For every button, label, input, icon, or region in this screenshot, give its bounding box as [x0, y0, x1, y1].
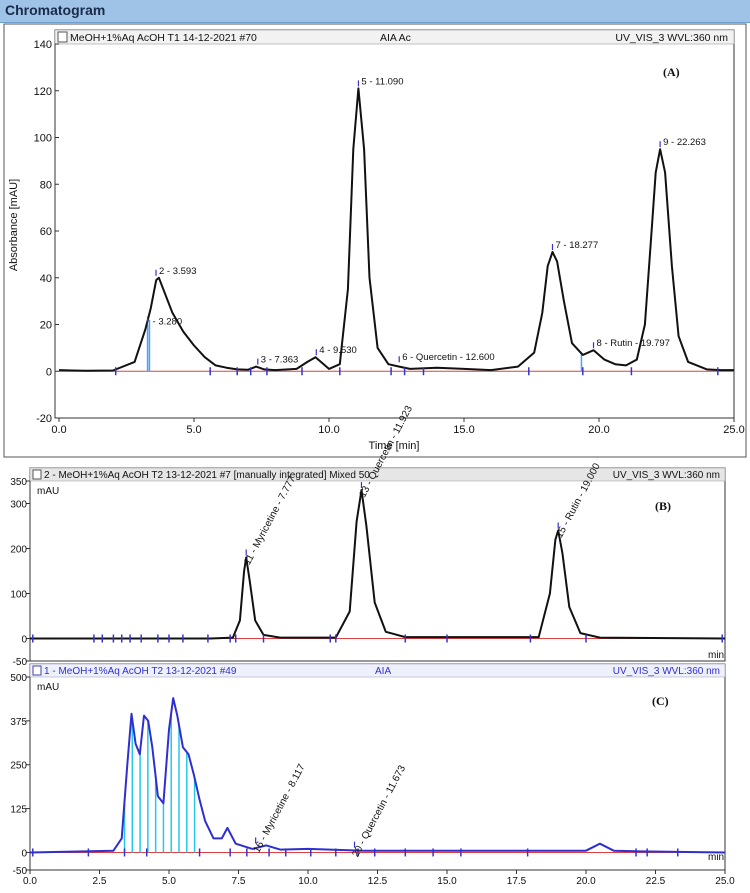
peak-label: 4 - 9.530 [319, 345, 357, 356]
y-tick-label: 140 [34, 39, 52, 51]
peak-label: - 3.280 [153, 317, 183, 328]
y-tick-label: 40 [40, 273, 52, 285]
panel-a-chart: -20 0 20 40 60 80 100 120 140 0.0 5.0 10.0 15.0 20.0 2… [34, 39, 745, 436]
panel-a-border [3, 23, 747, 458]
panel-a-label: (A) [663, 65, 680, 79]
x-tick-label: 5.0 [162, 876, 176, 887]
x-tick-label: 20.0 [576, 876, 596, 887]
panel-c-header-mid: AIA [375, 666, 391, 677]
x-tick-label: 15.0 [437, 876, 457, 887]
peak-label: 7 - 18.277 [555, 240, 598, 251]
y-tick-label: 350 [10, 477, 27, 488]
panel-a-plot-area [54, 29, 735, 419]
x-tick-label: 22.5 [646, 876, 666, 887]
panel-b-xunit: min [708, 650, 724, 661]
x-tick-label: 10.0 [298, 876, 318, 887]
panel-a-header-bar [54, 29, 735, 45]
y-tick-label: 100 [34, 133, 52, 145]
panel-a-header-left: MeOH+1%Aq AcOH T1 14-12-2021 #70 [70, 32, 257, 44]
panel-c-xunit: min [708, 852, 724, 863]
x-tick-label: 2.5 [93, 876, 107, 887]
x-tick-label: 15.0 [453, 424, 474, 436]
panel-c-header-left: 1 - MeOH+1%Aq AcOH T2 13-12-2021 #49 [44, 666, 237, 677]
x-tick-label: 25.0 [723, 424, 744, 436]
peak-label: 9 - 22.263 [663, 137, 706, 148]
panel-b-header-right: UV_VIS_3 WVL:360 nm [613, 470, 720, 481]
y-tick-label: 250 [10, 761, 27, 772]
x-tick-label: 7.5 [232, 876, 246, 887]
y-tick-label: 500 [10, 673, 27, 684]
x-tick-label: 5.0 [186, 424, 201, 436]
panel-c-yunit: mAU [37, 682, 59, 693]
x-tick-label: 0.0 [23, 876, 37, 887]
panel-b-yunit: mAU [37, 486, 59, 497]
window-titlebar: Chromatogram [0, 0, 750, 23]
y-tick-label: 20 [40, 320, 52, 332]
y-tick-label: 0 [21, 635, 27, 646]
chromatogram-trace [30, 489, 726, 640]
x-tick-label: 17.5 [507, 876, 527, 887]
panel-c-header-right: UV_VIS_3 WVL:360 nm [613, 666, 720, 677]
peak-label: 2 - 3.593 [159, 266, 197, 277]
x-tick-label: 20.0 [588, 424, 609, 436]
x-tick-label: 12.5 [368, 876, 388, 887]
panel-a-header-mid: AIA Ac [380, 32, 411, 44]
y-tick-label: 0 [46, 366, 52, 378]
panel-b-label: (B) [655, 499, 671, 513]
panel-c-doc-icon [32, 665, 42, 676]
y-tick-label: -50 [13, 866, 28, 877]
y-tick-label: 0 [21, 848, 27, 859]
peak-label: 6 - Quercetin - 12.600 [402, 352, 494, 363]
y-tick-label: -20 [36, 413, 52, 425]
y-tick-label: 100 [10, 590, 27, 601]
panel-b-header-bar [29, 467, 726, 482]
panel-c-label: (C) [652, 694, 669, 708]
y-tick-label: 200 [10, 545, 27, 556]
panel-a-doc-icon [57, 31, 68, 43]
panel-b-plot-area [29, 467, 726, 662]
y-tick-label: 60 [40, 226, 52, 238]
y-tick-label: 375 [10, 717, 27, 728]
y-tick-label: 80 [40, 179, 52, 191]
y-tick-label: 300 [10, 500, 27, 511]
panel-b-header-left: 2 - MeOH+1%Aq AcOH T2 13-12-2021 #7 [man… [44, 470, 370, 481]
panel-c-header-bar [29, 663, 726, 678]
panel-c-plot-area [29, 663, 726, 871]
panel-a-header-right: UV_VIS_3 WVL:360 nm [615, 32, 728, 44]
peak-label: 8 - Rutin - 19.797 [597, 338, 670, 349]
chromatogram-trace [58, 87, 734, 372]
panel-b-doc-icon [32, 469, 42, 480]
peak-label: 3 - 7.363 [261, 355, 299, 366]
panel-a-ylabel: Absorbance [mAU] [8, 179, 20, 271]
y-tick-label: 125 [10, 805, 27, 816]
peak-label: 5 - 11.090 [361, 76, 403, 87]
y-tick-label: -50 [13, 657, 28, 668]
window-title: Chromatogram [5, 2, 106, 18]
y-tick-label: 120 [34, 86, 52, 98]
x-tick-label: 0.0 [51, 424, 66, 436]
x-tick-label: 10.0 [318, 424, 339, 436]
panel-a-xlabel: Time [min] [369, 440, 420, 452]
x-tick-label: 25.0 [715, 876, 735, 887]
